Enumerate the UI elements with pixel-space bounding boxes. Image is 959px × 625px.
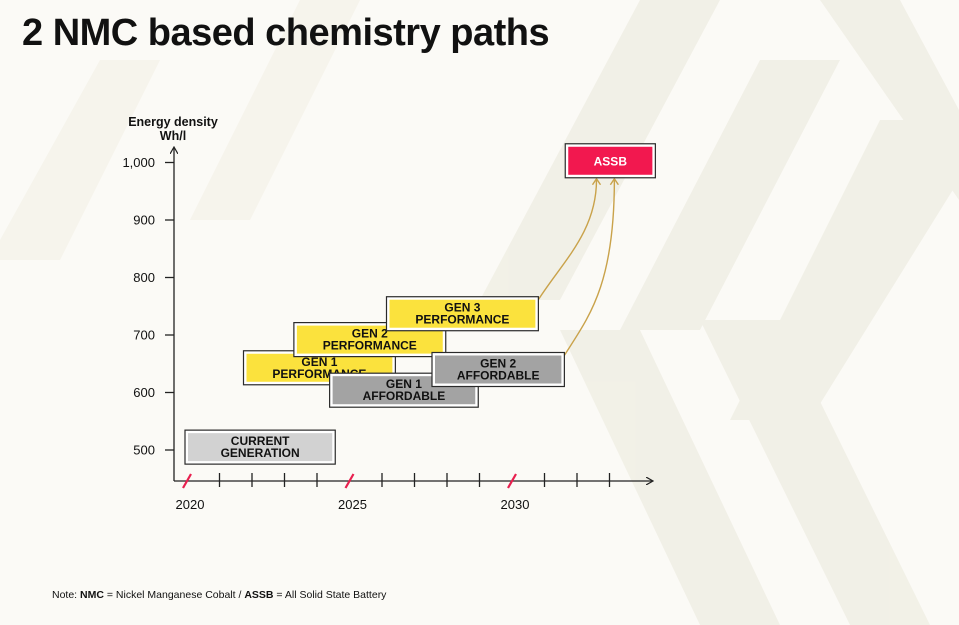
y-tick-label-600: 600 xyxy=(133,385,155,400)
y-tick-label-900: 900 xyxy=(133,213,155,228)
box-fill-gen2-affordable xyxy=(435,355,562,384)
y-axis-label-line1: Energy density xyxy=(128,115,218,129)
y-tick-label-700: 700 xyxy=(133,328,155,343)
box-assb: ASSB xyxy=(564,143,656,179)
box-label-line1-gen2-performance: GEN 2 xyxy=(352,327,388,341)
x-tick-label-2025: 2025 xyxy=(338,497,367,512)
box-label-line2-current-generation: GENERATION xyxy=(221,446,300,460)
note-term-assb: ASSB xyxy=(244,589,274,601)
note-term-nmc: NMC xyxy=(80,589,104,601)
box-fill-assb xyxy=(568,146,653,175)
box-label-line1-gen3-performance: GEN 3 xyxy=(444,301,480,315)
box-fill-current-generation xyxy=(188,433,333,462)
note-def-nmc: = Nickel Manganese Cobalt / xyxy=(103,589,245,601)
page-title: 2 NMC based chemistry paths xyxy=(22,12,550,54)
note-def-assb: = All Solid State Battery xyxy=(273,589,387,601)
x-axis-break-2030 xyxy=(507,473,517,489)
box-label-assb: ASSB xyxy=(594,154,628,168)
y-axis-label-line2: Wh/l xyxy=(160,129,186,143)
x-axis-break-2025 xyxy=(344,473,355,489)
y-tick-label-500: 500 xyxy=(133,443,155,458)
x-axis-break-2020 xyxy=(182,473,192,489)
box-label-line2-gen1-affordable: AFFORDABLE xyxy=(363,389,446,403)
box-label-line2-gen2-performance: PERFORMANCE xyxy=(323,339,417,353)
box-label-line2-gen2-affordable: AFFORDABLE xyxy=(457,369,540,383)
footnote: Note: NMC = Nickel Manganese Cobalt / AS… xyxy=(52,589,386,601)
box-label-line1-gen1-performance: GEN 1 xyxy=(301,355,337,369)
y-tick-label-1000: 1,000 xyxy=(122,155,155,170)
box-label-line2-gen3-performance: PERFORMANCE xyxy=(415,313,509,327)
note-prefix: Note: xyxy=(52,589,81,601)
box-label-line1-gen1-affordable: GEN 1 xyxy=(386,377,422,391)
arrow-gen2-affordable-to-assb xyxy=(561,180,614,359)
box-fill-gen3-performance xyxy=(389,299,536,328)
x-tick-label-2020: 2020 xyxy=(176,497,205,512)
y-tick-label-800: 800 xyxy=(133,270,155,285)
x-tick-label-2030: 2030 xyxy=(501,497,530,512)
arrow-gen3-performance-to-assb xyxy=(535,180,596,304)
box-label-line1-current-generation: CURRENT xyxy=(231,434,290,448)
box-label-line1-gen2-affordable: GEN 2 xyxy=(480,357,516,371)
